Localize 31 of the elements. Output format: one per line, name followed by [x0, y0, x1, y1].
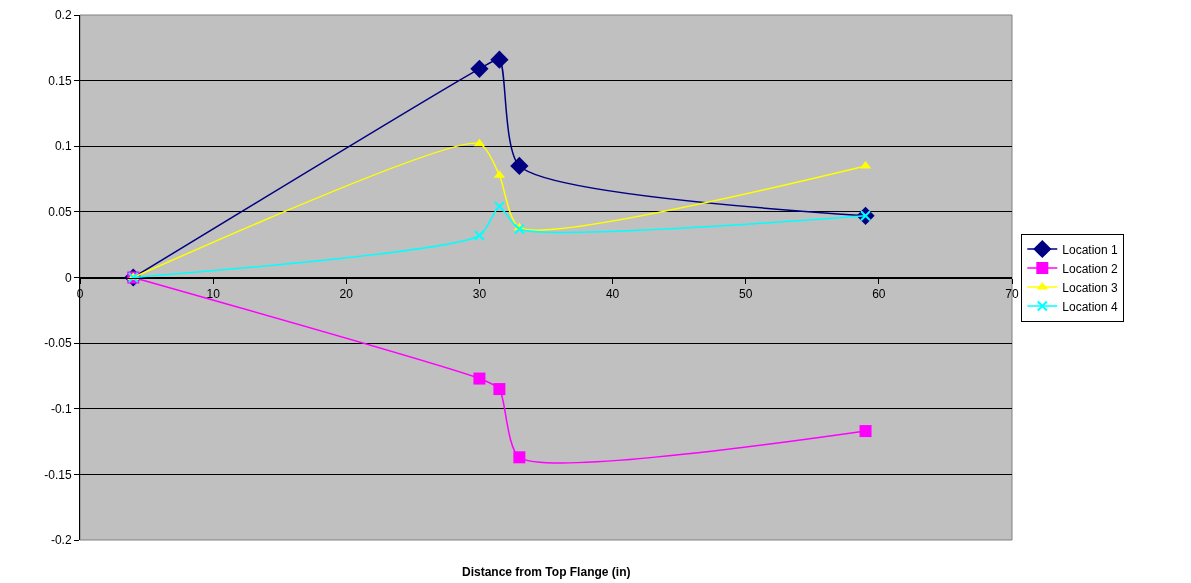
point — [490, 50, 509, 69]
y-tick-label: 0.2 — [54, 8, 72, 23]
y-tick-label: 0.05 — [48, 205, 72, 220]
y-tick-label: -0.1 — [50, 401, 72, 416]
point — [493, 201, 505, 213]
x-axis-title: Distance from Top Flange (in) — [462, 565, 631, 579]
x-tick-label: 40 — [605, 286, 620, 301]
y-tick-label: 0.1 — [54, 139, 72, 154]
point — [473, 230, 485, 241]
point — [859, 425, 872, 438]
point — [513, 223, 525, 235]
point — [493, 383, 506, 396]
legend-label: Location 1 — [1062, 242, 1119, 257]
y-tick-label: -0.05 — [44, 336, 72, 351]
legend-label: Location 2 — [1062, 261, 1119, 276]
legend-label: Location 4 — [1062, 299, 1119, 314]
x-tick-label: 20 — [339, 286, 354, 301]
y-tick-label: 0.15 — [48, 73, 72, 88]
x-tick-label: 70 — [1005, 286, 1019, 301]
x-tick-label: 30 — [472, 286, 487, 301]
y-tick-label: -0.15 — [44, 467, 72, 482]
y-tick-label: 0 — [64, 270, 72, 285]
x-tick-label: 50 — [739, 286, 753, 301]
point — [473, 372, 486, 385]
x-tick-label: 60 — [872, 286, 886, 301]
point — [510, 156, 529, 176]
point — [513, 451, 526, 464]
x-tick-label: 10 — [206, 286, 221, 301]
legend-label: Location 3 — [1062, 280, 1119, 295]
y-tick-label: -0.2 — [50, 533, 72, 548]
point — [470, 59, 489, 78]
